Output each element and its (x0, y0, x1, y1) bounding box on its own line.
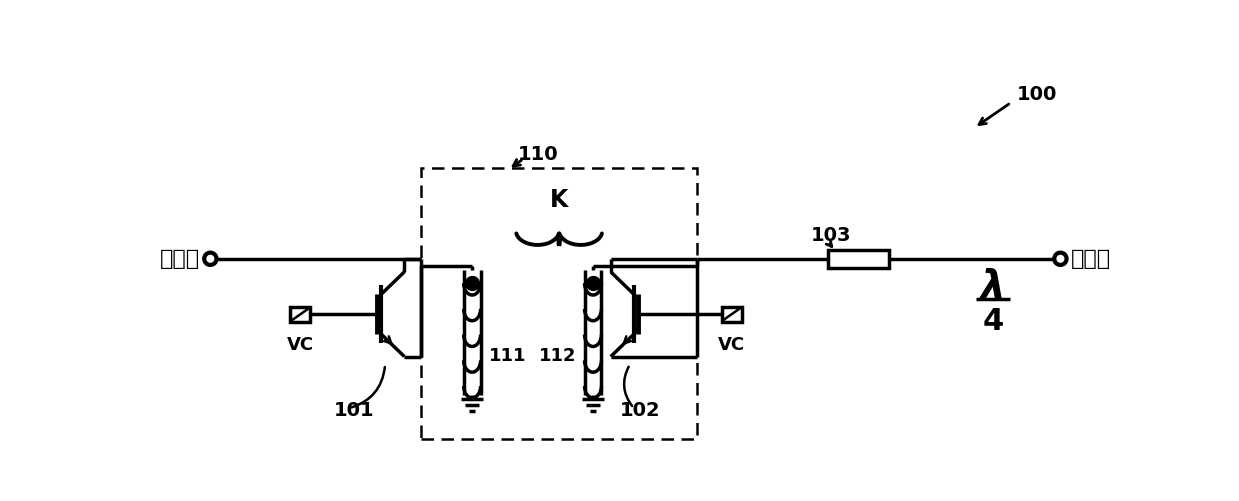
Text: K: K (550, 188, 569, 212)
Text: 111: 111 (489, 348, 527, 366)
Bar (290, 307, 311, 322)
Text: 103: 103 (812, 226, 851, 245)
Text: 4: 4 (983, 308, 1004, 336)
Bar (721, 307, 742, 322)
Text: λ: λ (981, 268, 1006, 306)
Text: 110: 110 (518, 145, 559, 163)
Bar (421, 168, 698, 439)
Text: 102: 102 (620, 401, 660, 420)
Text: VC: VC (287, 336, 313, 354)
Bar (828, 249, 890, 268)
Text: 100: 100 (1016, 85, 1057, 104)
Text: 第一端: 第一端 (160, 249, 199, 269)
Text: 第二端: 第二端 (1072, 249, 1111, 269)
Text: 101: 101 (333, 401, 374, 420)
Text: 112: 112 (539, 348, 576, 366)
Text: VC: VC (719, 336, 745, 354)
